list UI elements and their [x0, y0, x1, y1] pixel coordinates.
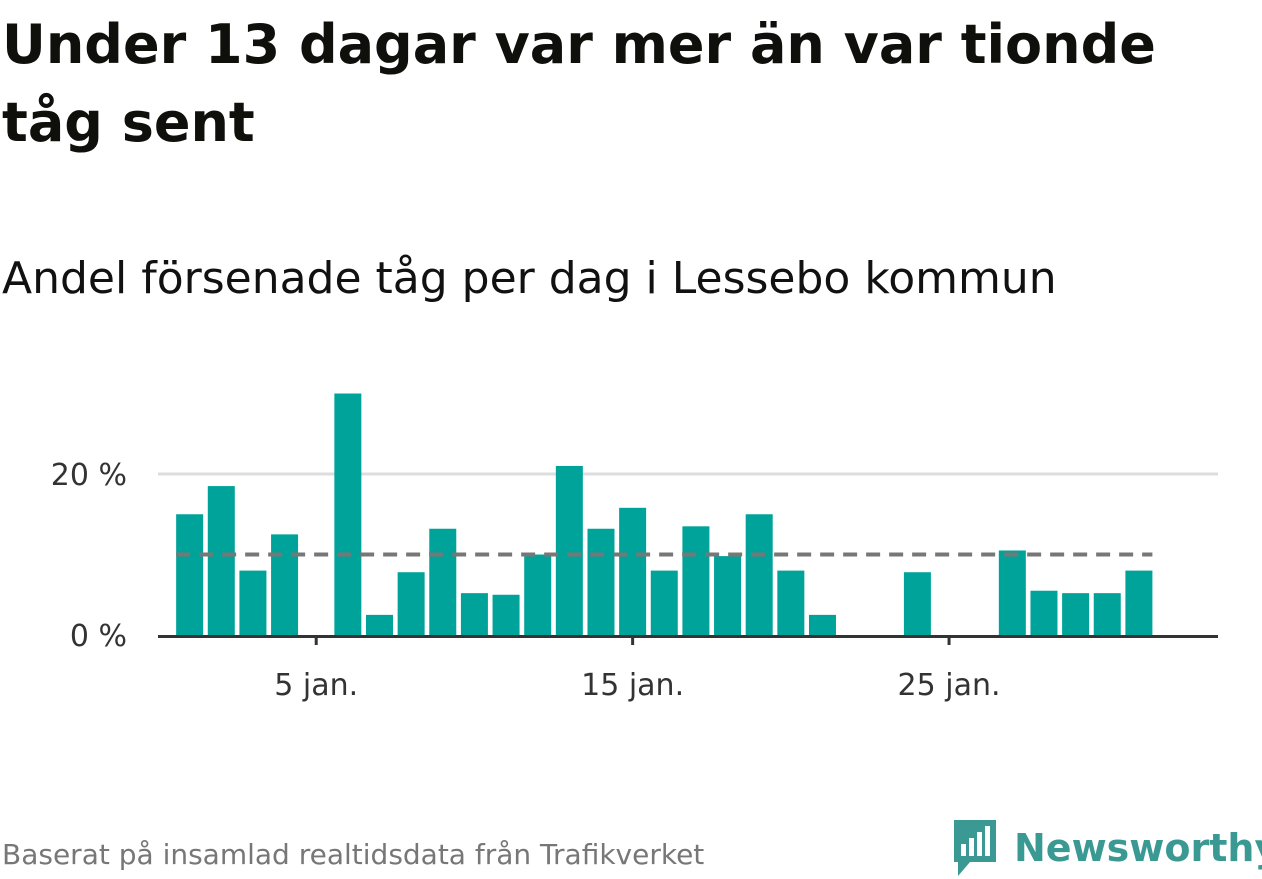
- bar: [334, 393, 362, 635]
- bar: [682, 526, 710, 635]
- bar: [1125, 570, 1153, 635]
- bar: [650, 570, 678, 635]
- bar: [1030, 590, 1058, 635]
- bar: [524, 554, 552, 635]
- bar: [1062, 593, 1090, 635]
- bar: [555, 465, 583, 635]
- bar: [998, 550, 1026, 635]
- bar: [271, 534, 299, 635]
- brand-logo: Newsworthy: [950, 818, 1262, 878]
- chart-title: Under 13 dagar var mer än var tionde tåg…: [2, 13, 1156, 154]
- bar: [714, 556, 742, 635]
- bar: [587, 528, 615, 635]
- bar: [397, 572, 425, 635]
- bar: [207, 486, 235, 635]
- bar: [903, 572, 931, 635]
- bar: [777, 570, 805, 635]
- bar: [745, 514, 773, 635]
- bar: [365, 614, 393, 635]
- bar: [1093, 593, 1121, 635]
- brand-name: Newsworthy: [1014, 826, 1262, 870]
- source-note: Baserat på insamlad realtidsdata från Tr…: [2, 838, 705, 871]
- bar: [619, 507, 647, 635]
- bar: [460, 593, 488, 635]
- y-tick-label: 0 %: [70, 619, 127, 654]
- bar: [492, 594, 520, 635]
- chart-subtitle: Andel försenade tåg per dag i Lessebo ko…: [2, 253, 1057, 304]
- bar: [429, 528, 457, 635]
- x-tick-label: 15 jan.: [581, 668, 684, 703]
- bar: [176, 514, 204, 635]
- x-tick-label: 25 jan.: [898, 668, 1001, 703]
- bar: [239, 570, 267, 635]
- y-tick-label: 20 %: [51, 458, 127, 493]
- bar-chart: 0 % 20 % 5 jan. 15 jan. 25 jan.: [51, 393, 1218, 703]
- newsworthy-logo-icon: [954, 820, 996, 876]
- bar: [808, 614, 836, 635]
- x-tick-label: 5 jan.: [274, 668, 358, 703]
